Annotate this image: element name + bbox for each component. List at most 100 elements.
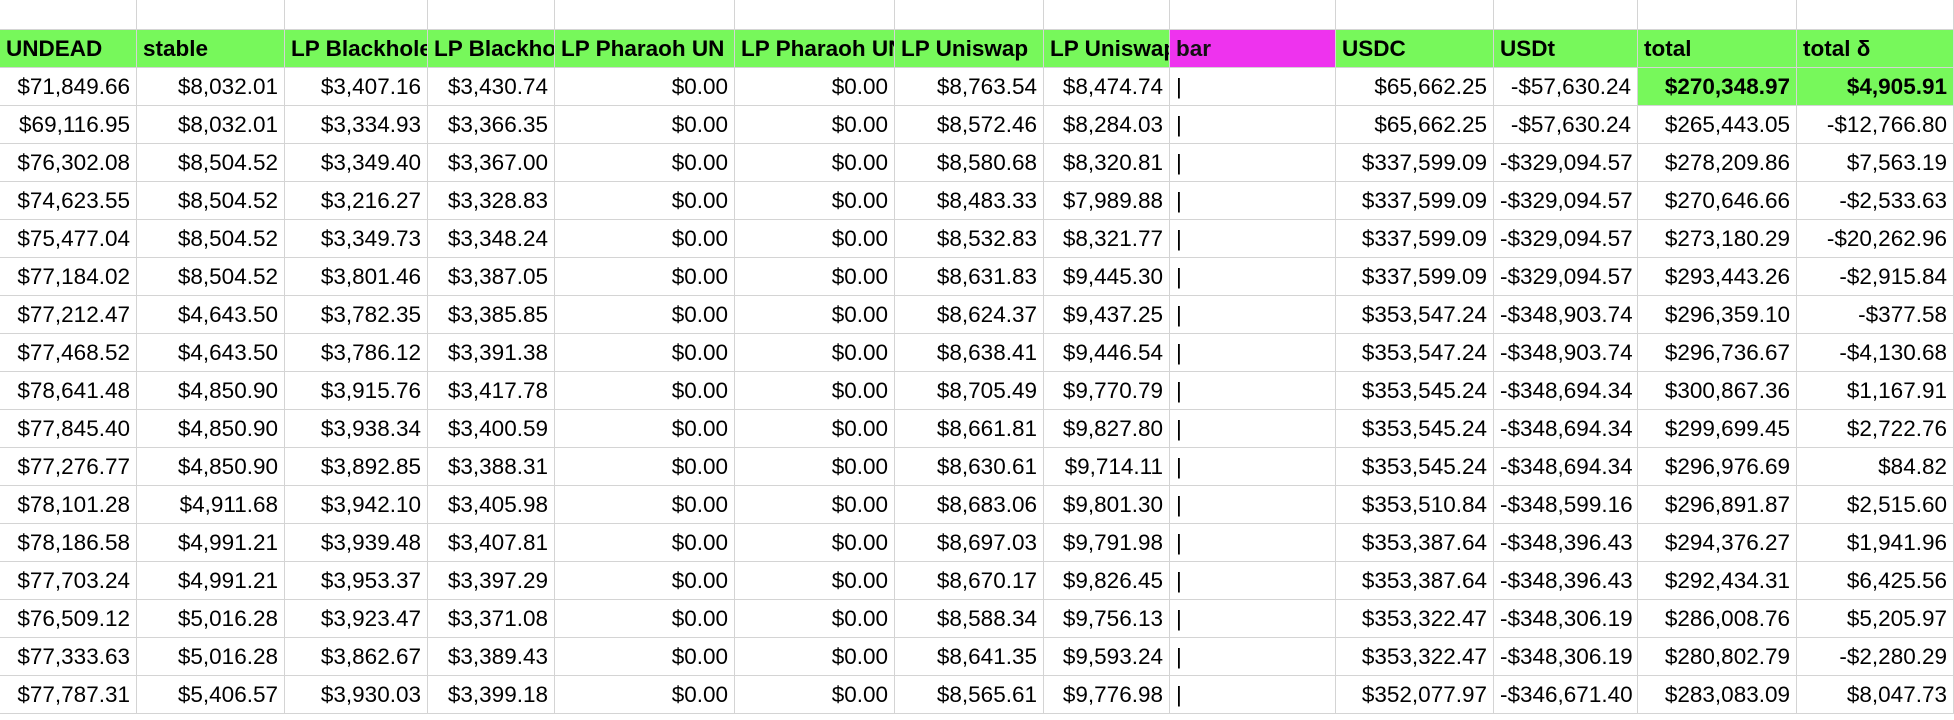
grid-cell[interactable]: $5,205.97 <box>1797 600 1954 638</box>
grid-cell[interactable]: $3,862.67 <box>285 638 428 676</box>
grid-cell[interactable]: $337,599.09 <box>1336 258 1494 296</box>
grid-cell[interactable]: $3,216.27 <box>285 182 428 220</box>
grid-cell[interactable]: $0.00 <box>735 106 895 144</box>
grid-cell[interactable]: | <box>1170 410 1336 448</box>
grid-cell[interactable]: $3,430.74 <box>428 68 555 106</box>
grid-cell[interactable]: $270,348.97 <box>1638 68 1797 106</box>
grid-cell[interactable]: | <box>1170 676 1336 714</box>
column-header[interactable]: bar <box>1170 30 1336 68</box>
grid-cell[interactable]: $0.00 <box>735 334 895 372</box>
grid-cell[interactable]: -$346,671.40 <box>1494 676 1638 714</box>
grid-cell[interactable]: $4,643.50 <box>137 296 285 334</box>
grid-cell[interactable]: $7,989.88 <box>1044 182 1170 220</box>
grid-cell[interactable]: -$348,694.34 <box>1494 448 1638 486</box>
grid-cell[interactable]: | <box>1170 144 1336 182</box>
grid-cell[interactable]: $353,547.24 <box>1336 334 1494 372</box>
grid-cell[interactable]: -$348,306.19 <box>1494 600 1638 638</box>
grid-cell[interactable]: -$377.58 <box>1797 296 1954 334</box>
grid-cell[interactable]: | <box>1170 334 1336 372</box>
grid-cell[interactable]: $0.00 <box>555 486 735 524</box>
grid-cell[interactable] <box>735 0 895 30</box>
grid-cell[interactable]: $337,599.09 <box>1336 220 1494 258</box>
grid-cell[interactable]: $3,801.46 <box>285 258 428 296</box>
grid-cell[interactable]: | <box>1170 182 1336 220</box>
grid-cell[interactable]: $0.00 <box>735 524 895 562</box>
grid-cell[interactable]: $77,787.31 <box>0 676 137 714</box>
grid-cell[interactable]: $1,941.96 <box>1797 524 1954 562</box>
grid-cell[interactable]: $3,930.03 <box>285 676 428 714</box>
grid-cell[interactable]: $352,077.97 <box>1336 676 1494 714</box>
grid-cell[interactable]: $9,446.54 <box>1044 334 1170 372</box>
grid-cell[interactable]: | <box>1170 296 1336 334</box>
grid-cell[interactable]: $4,850.90 <box>137 372 285 410</box>
grid-cell[interactable]: $9,714.11 <box>1044 448 1170 486</box>
grid-cell[interactable]: $280,802.79 <box>1638 638 1797 676</box>
grid-cell[interactable]: $294,376.27 <box>1638 524 1797 562</box>
grid-cell[interactable]: $77,184.02 <box>0 258 137 296</box>
grid-cell[interactable] <box>895 0 1044 30</box>
grid-cell[interactable] <box>285 0 428 30</box>
grid-cell[interactable]: $8,032.01 <box>137 68 285 106</box>
grid-cell[interactable]: $0.00 <box>555 410 735 448</box>
grid-cell[interactable]: $300,867.36 <box>1638 372 1797 410</box>
grid-cell[interactable]: $65,662.25 <box>1336 106 1494 144</box>
grid-cell[interactable]: $3,782.35 <box>285 296 428 334</box>
grid-cell[interactable]: $0.00 <box>735 258 895 296</box>
grid-cell[interactable]: $8,474.74 <box>1044 68 1170 106</box>
grid-cell[interactable]: $4,850.90 <box>137 410 285 448</box>
grid-cell[interactable]: $0.00 <box>555 258 735 296</box>
grid-cell[interactable]: $8,705.49 <box>895 372 1044 410</box>
grid-cell[interactable]: $0.00 <box>735 600 895 638</box>
grid-cell[interactable]: $0.00 <box>735 486 895 524</box>
grid-cell[interactable]: $8,483.33 <box>895 182 1044 220</box>
grid-cell[interactable]: $8,641.35 <box>895 638 1044 676</box>
grid-cell[interactable]: $3,892.85 <box>285 448 428 486</box>
grid-cell[interactable]: -$329,094.57 <box>1494 182 1638 220</box>
grid-cell[interactable]: $0.00 <box>735 638 895 676</box>
grid-cell[interactable]: $8,504.52 <box>137 258 285 296</box>
grid-cell[interactable]: $9,593.24 <box>1044 638 1170 676</box>
grid-cell[interactable]: $0.00 <box>555 144 735 182</box>
grid-cell[interactable]: $353,545.24 <box>1336 372 1494 410</box>
grid-cell[interactable]: $8,565.61 <box>895 676 1044 714</box>
grid-cell[interactable]: $8,624.37 <box>895 296 1044 334</box>
grid-cell[interactable]: $78,186.58 <box>0 524 137 562</box>
grid-cell[interactable]: $0.00 <box>555 372 735 410</box>
grid-cell[interactable]: $84.82 <box>1797 448 1954 486</box>
grid-cell[interactable]: $0.00 <box>735 220 895 258</box>
grid-cell[interactable]: $0.00 <box>555 524 735 562</box>
grid-cell[interactable]: $0.00 <box>555 638 735 676</box>
grid-cell[interactable]: $2,722.76 <box>1797 410 1954 448</box>
grid-cell[interactable] <box>428 0 555 30</box>
grid-cell[interactable]: | <box>1170 220 1336 258</box>
grid-cell[interactable] <box>555 0 735 30</box>
grid-cell[interactable]: $9,437.25 <box>1044 296 1170 334</box>
grid-cell[interactable]: $3,349.40 <box>285 144 428 182</box>
grid-cell[interactable]: $3,399.18 <box>428 676 555 714</box>
grid-cell[interactable]: $8,532.83 <box>895 220 1044 258</box>
grid-cell[interactable]: $0.00 <box>735 68 895 106</box>
grid-cell[interactable] <box>0 0 137 30</box>
grid-cell[interactable]: $3,389.43 <box>428 638 555 676</box>
grid-cell[interactable]: $3,349.73 <box>285 220 428 258</box>
grid-cell[interactable]: $8,661.81 <box>895 410 1044 448</box>
grid-cell[interactable]: $0.00 <box>555 676 735 714</box>
grid-cell[interactable]: $8,321.77 <box>1044 220 1170 258</box>
grid-cell[interactable]: $4,643.50 <box>137 334 285 372</box>
grid-cell[interactable]: $3,391.38 <box>428 334 555 372</box>
grid-cell[interactable]: $78,101.28 <box>0 486 137 524</box>
grid-cell[interactable]: $353,545.24 <box>1336 410 1494 448</box>
grid-cell[interactable]: | <box>1170 562 1336 600</box>
grid-cell[interactable]: $4,911.68 <box>137 486 285 524</box>
grid-cell[interactable]: -$12,766.80 <box>1797 106 1954 144</box>
grid-cell[interactable]: $0.00 <box>555 220 735 258</box>
grid-cell[interactable]: -$57,630.24 <box>1494 106 1638 144</box>
grid-cell[interactable]: $3,407.81 <box>428 524 555 562</box>
grid-cell[interactable]: $353,510.84 <box>1336 486 1494 524</box>
grid-cell[interactable]: -$348,694.34 <box>1494 372 1638 410</box>
grid-cell[interactable]: $283,083.09 <box>1638 676 1797 714</box>
grid-cell[interactable]: -$20,262.96 <box>1797 220 1954 258</box>
grid-cell[interactable]: $9,776.98 <box>1044 676 1170 714</box>
grid-cell[interactable]: | <box>1170 68 1336 106</box>
grid-cell[interactable]: $4,905.91 <box>1797 68 1954 106</box>
